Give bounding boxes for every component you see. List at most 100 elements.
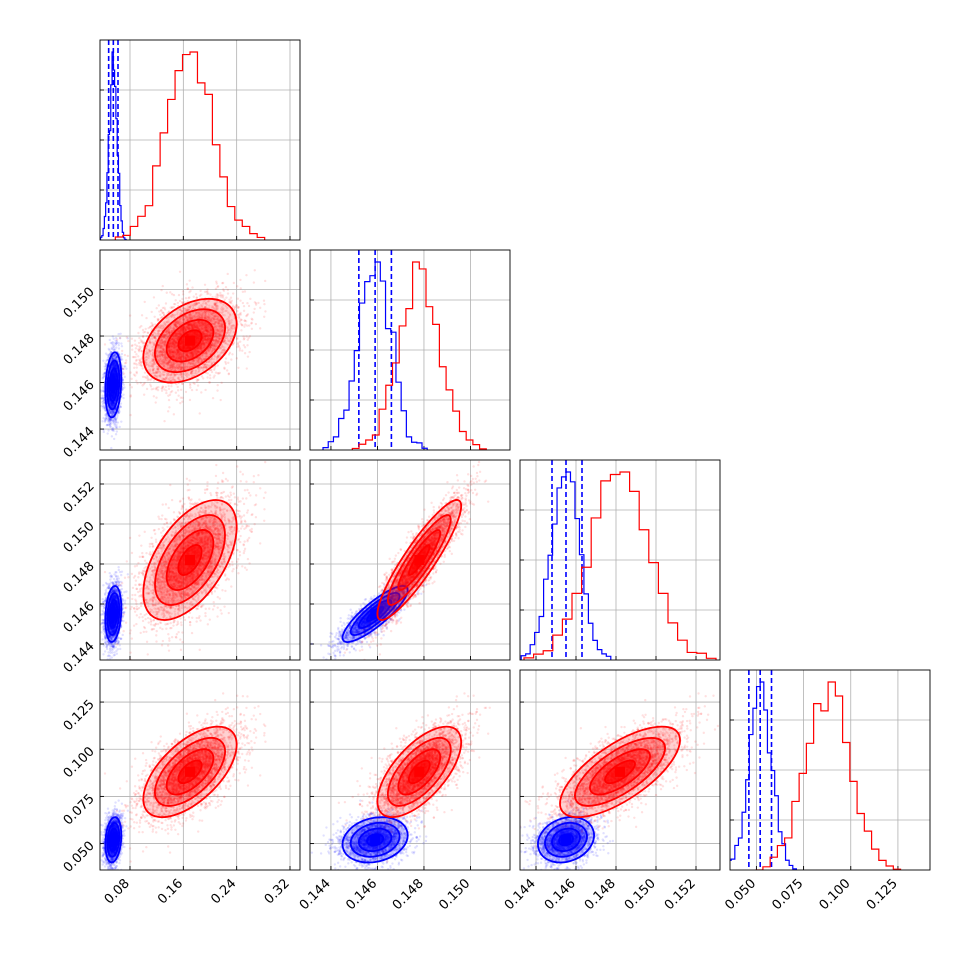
scatter-point <box>215 293 219 296</box>
scatter-point <box>111 402 114 406</box>
scatter-point <box>101 400 104 404</box>
scatter-point <box>108 353 112 356</box>
scatter-point <box>111 396 115 400</box>
scatter-point <box>113 362 116 365</box>
scatter-point <box>101 394 104 397</box>
scatter-point <box>246 338 249 341</box>
scatter-point <box>133 366 136 370</box>
scatter-point <box>113 365 116 369</box>
scatter-point <box>122 383 125 386</box>
scatter-point <box>115 426 119 429</box>
scatter-point <box>111 418 114 422</box>
scatter-point <box>109 421 112 424</box>
scatter-point <box>114 363 117 367</box>
scatter-point <box>111 396 115 399</box>
scatter-point <box>114 362 117 366</box>
scatter-point <box>122 372 126 375</box>
scatter-point <box>105 359 108 363</box>
scatter-point <box>111 335 114 338</box>
scatter-point <box>114 336 118 340</box>
scatter-point <box>124 361 128 364</box>
scatter-point <box>237 366 240 370</box>
scatter-point <box>102 386 105 389</box>
scatter-point <box>126 354 130 358</box>
scatter-point <box>172 413 176 416</box>
scatter-point <box>188 279 191 282</box>
scatter-point <box>114 355 118 358</box>
scatter-point <box>117 412 121 415</box>
scatter-point <box>226 292 230 295</box>
scatter-point <box>110 402 114 406</box>
scatter-point <box>112 370 116 374</box>
scatter-point <box>238 349 242 352</box>
scatter-point <box>152 387 155 391</box>
scatter-point <box>102 407 105 410</box>
scatter-point <box>111 402 115 405</box>
scatter-point <box>178 270 182 274</box>
scatter-point <box>109 425 112 428</box>
scatter-point <box>250 322 253 325</box>
scatter-point <box>137 341 141 345</box>
scatter-point <box>112 362 116 365</box>
scatter-point <box>113 373 116 377</box>
scatter-point <box>110 394 114 397</box>
scatter-point <box>163 419 166 423</box>
scatter-point <box>112 401 116 405</box>
scatter-point <box>111 357 114 360</box>
scatter-point <box>113 344 116 347</box>
scatter-point <box>198 412 201 415</box>
scatter-point <box>115 346 118 349</box>
scatter-point <box>187 296 190 300</box>
scatter-point <box>112 370 115 374</box>
scatter-point <box>126 337 130 340</box>
scatter-point <box>111 372 114 376</box>
scatter-point <box>110 394 113 397</box>
scatter-point <box>226 272 229 276</box>
scatter-point <box>105 358 109 361</box>
scatter-point <box>110 414 114 417</box>
scatter-point <box>245 335 248 338</box>
scatter-point <box>107 417 111 421</box>
scatter-point <box>109 418 113 421</box>
scatter-point <box>143 330 147 334</box>
scatter-point <box>111 372 115 376</box>
scatter-point <box>175 398 179 402</box>
scatter-point <box>159 313 162 316</box>
scatter-point <box>102 416 105 420</box>
scatter-point <box>107 353 111 356</box>
scatter-point <box>111 373 115 377</box>
scatter-point <box>111 396 114 400</box>
scatter-point <box>111 343 115 347</box>
scatter-point <box>194 293 198 296</box>
scatter-point <box>104 362 107 365</box>
scatter-point <box>112 337 115 340</box>
scatter-point <box>112 362 115 366</box>
scatter-point <box>110 402 113 406</box>
scatter-point <box>108 418 112 421</box>
scatter-point <box>115 340 119 343</box>
scatter-point <box>216 296 219 299</box>
scatter-point <box>110 395 114 398</box>
scatter-point <box>121 367 125 370</box>
histogram-step <box>100 51 127 240</box>
scatter-point <box>109 412 112 415</box>
scatter-point <box>115 423 118 427</box>
scatter-point <box>174 299 177 302</box>
scatter-point <box>181 297 184 301</box>
scatter-point <box>102 372 106 375</box>
scatter-point <box>193 382 196 386</box>
scatter-point <box>128 314 132 317</box>
scatter-point <box>111 364 115 367</box>
scatter-point <box>107 416 111 420</box>
scatter-point <box>222 288 225 291</box>
scatter-point <box>216 383 219 387</box>
scatter-point <box>165 391 168 395</box>
scatter-point <box>211 295 214 299</box>
scatter-point <box>108 352 112 356</box>
scatter-point <box>153 315 156 319</box>
scatter-point <box>165 291 168 294</box>
scatter-point <box>204 388 207 392</box>
scatter-point <box>146 331 149 334</box>
scatter-point <box>106 423 110 426</box>
scatter-point <box>184 297 188 300</box>
